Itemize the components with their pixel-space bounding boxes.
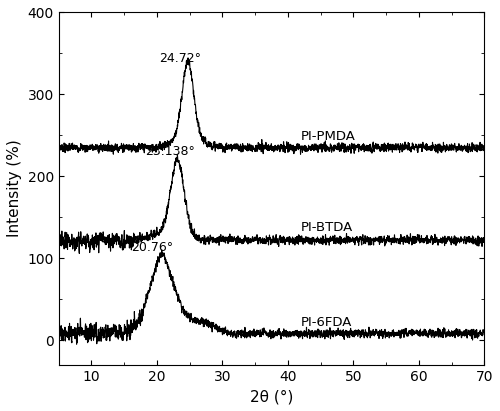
Text: 24.72°: 24.72° [159,52,201,65]
Text: 23.138°: 23.138° [145,145,195,158]
X-axis label: 2θ (°): 2θ (°) [250,389,293,404]
Text: 20.76°: 20.76° [132,241,173,254]
Text: PI-BTDA: PI-BTDA [301,221,353,233]
Text: PI-6FDA: PI-6FDA [301,316,352,328]
Y-axis label: Intensity (%): Intensity (%) [7,140,22,238]
Text: PI-PMDA: PI-PMDA [301,130,356,143]
